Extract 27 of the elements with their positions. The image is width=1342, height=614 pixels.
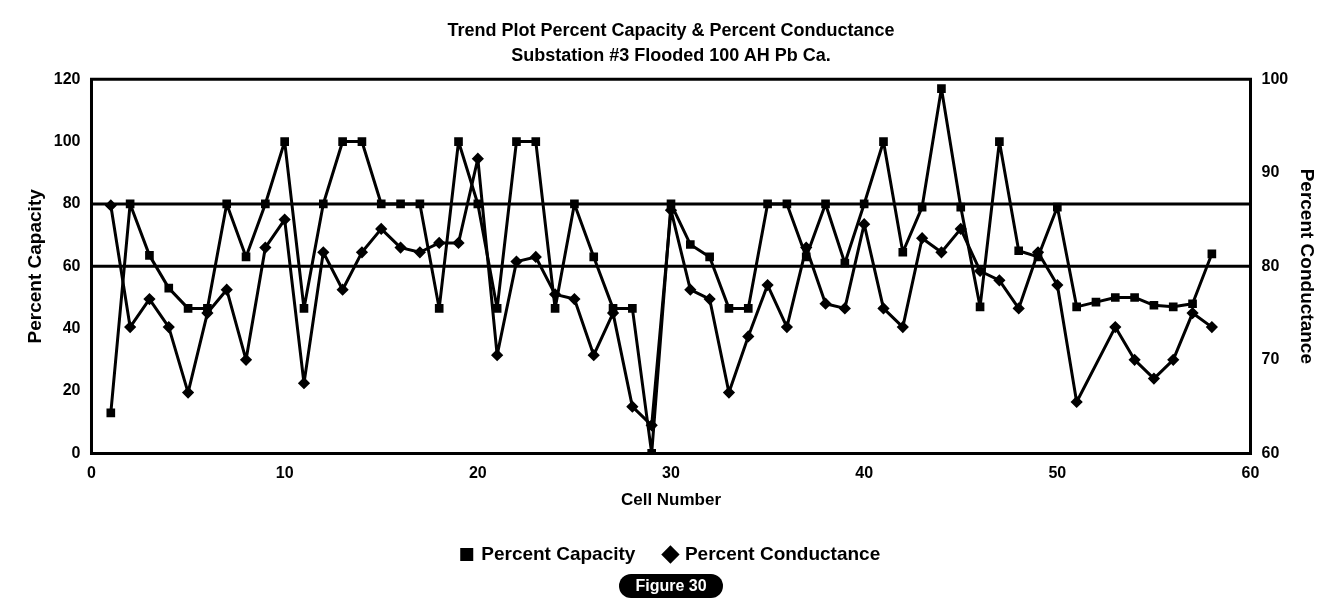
caption: Figure 30 bbox=[619, 574, 723, 598]
y-tick-label: 60 bbox=[62, 256, 81, 274]
legend-label: Percent Capacity bbox=[481, 542, 636, 564]
y2-tick-label: 80 bbox=[1261, 256, 1280, 274]
x-axis-title: Cell Number bbox=[620, 490, 722, 510]
legend-label: Percent Conductance bbox=[684, 542, 881, 564]
y-tick-label: 40 bbox=[62, 319, 81, 337]
y2-tick-label: 60 bbox=[1261, 443, 1280, 461]
x-tick-label: 30 bbox=[662, 464, 680, 482]
y-axis-title: Percent Capacity bbox=[23, 188, 45, 344]
y2-axis-title: Percent Conductance bbox=[1297, 168, 1319, 364]
x-tick-label: 0 bbox=[87, 464, 97, 482]
x-tick-label: 20 bbox=[468, 464, 487, 482]
chart-title: Trend Plot Percent Capacity & Percent Conductance bbox=[447, 19, 895, 40]
y-tick-label: 0 bbox=[71, 443, 81, 461]
x-tick-label: 10 bbox=[275, 464, 294, 482]
y-tick-label: 100 bbox=[53, 131, 81, 149]
y2-tick-label: 100 bbox=[1261, 69, 1289, 87]
chart-subtitle: Substation #3 Flooded 100 AH Pb Ca. bbox=[511, 45, 831, 66]
x-tick-label: 40 bbox=[855, 464, 874, 482]
x-tick-label: 60 bbox=[1241, 464, 1260, 482]
x-tick-label: 50 bbox=[1048, 464, 1067, 482]
y-tick-label: 120 bbox=[53, 69, 81, 87]
y-tick-label: 80 bbox=[62, 194, 81, 212]
y2-tick-label: 70 bbox=[1261, 350, 1280, 368]
y2-tick-label: 90 bbox=[1261, 163, 1280, 181]
y-tick-label: 20 bbox=[62, 381, 81, 399]
